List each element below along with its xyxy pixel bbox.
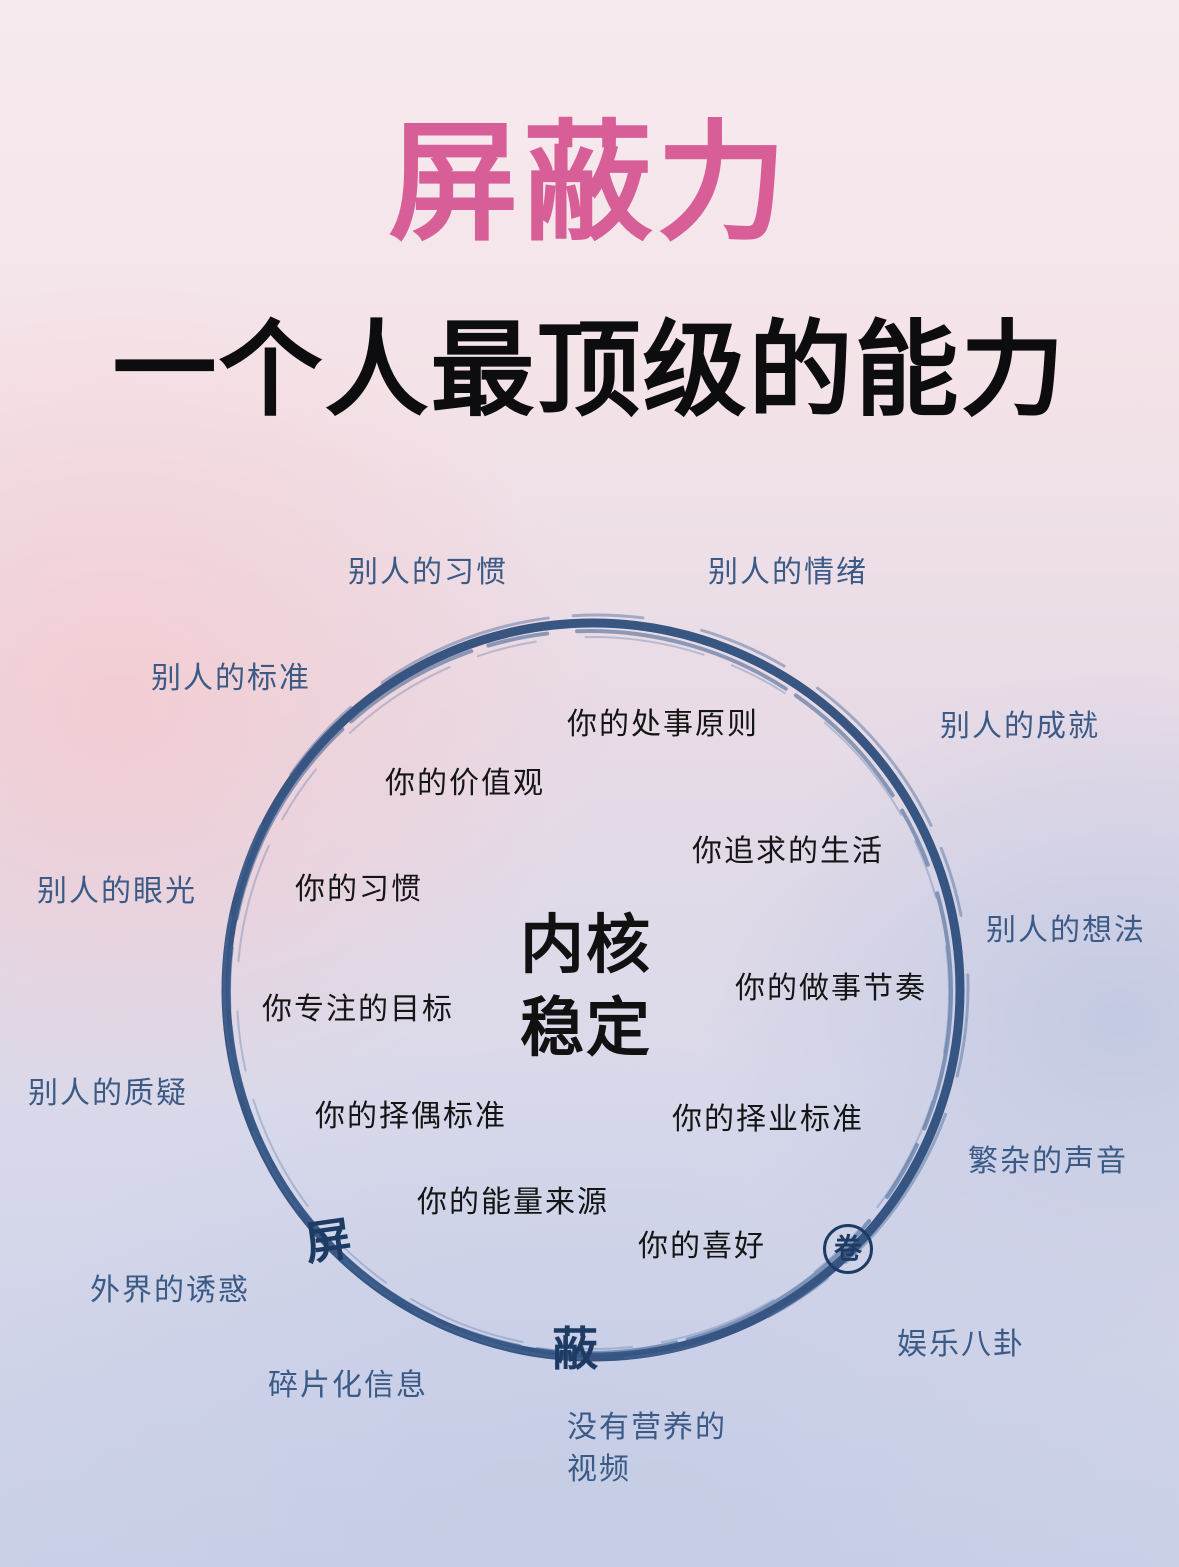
inner-item: 你的择业标准 <box>672 1102 864 1137</box>
outer-item: 别人的标准 <box>151 661 311 696</box>
inner-item: 你的处事原则 <box>567 707 759 742</box>
outer-item: 碎片化信息 <box>268 1368 428 1403</box>
inner-item: 你的价值观 <box>385 766 545 801</box>
outer-item: 别人的情绪 <box>708 555 868 590</box>
outer-item: 外界的诱惑 <box>90 1273 250 1308</box>
core-line-2: 稳定 <box>520 992 652 1067</box>
outer-item: 别人的质疑 <box>28 1076 188 1111</box>
seal-char-left: 屏 <box>301 1211 355 1271</box>
core-line-1: 内核 <box>520 909 652 983</box>
page-subtitle: 一个人最顶级的能力 <box>112 309 1067 431</box>
inner-item: 你专注的目标 <box>262 992 454 1027</box>
outer-item: 别人的成就 <box>940 709 1100 744</box>
inner-item: 你的择偶标准 <box>315 1099 507 1134</box>
inner-item: 你的喜好 <box>638 1229 766 1264</box>
seal-char-bottom: 蔽 <box>552 1322 598 1376</box>
outer-item: 别人的习惯 <box>348 555 508 590</box>
outer-item: 别人的想法 <box>986 913 1146 948</box>
page-title: 屏蔽力 <box>388 107 791 259</box>
outer-item: 繁杂的声音 <box>968 1144 1128 1179</box>
inner-item: 你的做事节奏 <box>735 971 927 1006</box>
outer-item: 别人的眼光 <box>37 874 197 909</box>
outer-item: 视频 <box>567 1452 631 1487</box>
inner-item: 你追求的生活 <box>692 834 884 869</box>
core-label: 内核 稳定 <box>520 905 670 1071</box>
outer-item: 娱乐八卦 <box>897 1327 1025 1362</box>
seal-char-right: 卷 <box>823 1224 873 1274</box>
inner-item: 你的能量来源 <box>417 1185 609 1220</box>
outer-item: 没有营养的 <box>567 1410 727 1445</box>
inner-item: 你的习惯 <box>295 872 423 907</box>
